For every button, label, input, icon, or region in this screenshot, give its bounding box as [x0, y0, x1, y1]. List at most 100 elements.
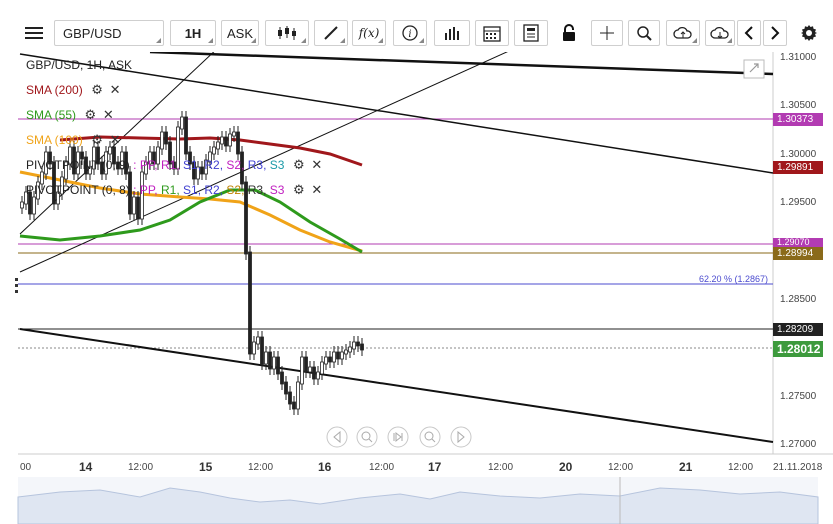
- timeframe-selector[interactable]: 1H: [170, 20, 216, 46]
- candlestick-series: [20, 111, 364, 415]
- candle-body: [64, 161, 68, 180]
- info-button[interactable]: i: [393, 20, 427, 46]
- indicators-button[interactable]: f(x): [352, 20, 386, 46]
- download-button[interactable]: [705, 20, 735, 46]
- candle-body: [284, 381, 288, 395]
- candle-body: [248, 251, 252, 355]
- pivot1-r1: R1,: [160, 158, 180, 172]
- volume-button[interactable]: [434, 20, 470, 46]
- nav-prev-button[interactable]: [326, 426, 348, 448]
- symbol-selector[interactable]: GBP/USD: [54, 20, 164, 46]
- arrow-right-icon: [771, 26, 780, 40]
- function-icon: f(x): [358, 26, 380, 40]
- menu-icon: [25, 27, 43, 39]
- time-tick: 12:00: [608, 462, 634, 473]
- sma200-label: SMA (200): [26, 83, 83, 97]
- candlestick-icon: [278, 26, 296, 40]
- time-tick-day: 20: [559, 460, 573, 474]
- sma55-line: [19, 188, 363, 254]
- candle-body: [240, 151, 244, 185]
- candle-body: [352, 341, 356, 350]
- chart-toolbar: GBP/USD 1H ASK f(x) i: [0, 14, 833, 52]
- close-icon[interactable]: ✕: [109, 132, 121, 147]
- upload-button[interactable]: [666, 20, 700, 46]
- pivot1-s3: S3: [269, 158, 285, 172]
- gear-icon[interactable]: ⚙: [293, 182, 305, 197]
- candle-body: [44, 151, 48, 175]
- gear-icon[interactable]: ⚙: [91, 132, 103, 147]
- time-tick: 12:00: [248, 462, 274, 473]
- candle-body: [216, 141, 220, 150]
- pivot2-s2: S2,: [226, 183, 245, 197]
- settings-button[interactable]: [795, 20, 823, 46]
- gear-icon[interactable]: ⚙: [84, 107, 97, 122]
- menu-button[interactable]: [19, 20, 49, 46]
- candle-body: [108, 146, 112, 155]
- chart-type-button[interactable]: [265, 20, 309, 46]
- candle-body: [48, 151, 52, 165]
- candle-body: [280, 371, 284, 385]
- draw-tool-button[interactable]: [314, 20, 348, 46]
- candle-body: [156, 146, 160, 165]
- pivot2-r2: R2,: [204, 183, 224, 197]
- candle-body: [60, 176, 64, 195]
- calendar-button[interactable]: [475, 20, 509, 46]
- candle-body: [324, 356, 328, 365]
- price-tick: 1.27000: [780, 439, 817, 450]
- crosshair-icon: [600, 26, 614, 40]
- pivot2-r3: R3,: [247, 183, 267, 197]
- close-icon[interactable]: ✕: [102, 107, 114, 122]
- price-tick: 1.30500: [780, 100, 817, 111]
- news-button[interactable]: [514, 20, 548, 46]
- candle-body: [152, 151, 156, 165]
- nav-zoom-in-button[interactable]: [419, 426, 441, 448]
- candle-body: [124, 151, 128, 175]
- left-drag-handle[interactable]: [15, 278, 18, 293]
- time-tick-day: 15: [199, 460, 213, 474]
- candle-body: [344, 349, 348, 355]
- scroll-right-button[interactable]: [763, 20, 787, 46]
- nav-reset-button[interactable]: [387, 426, 409, 448]
- candle-body: [276, 356, 280, 375]
- scroll-left-button[interactable]: [737, 20, 761, 46]
- sma100-legend: SMA (100) ⚙ ✕: [26, 132, 122, 148]
- pivot2-pp: PP,: [139, 183, 158, 197]
- cloud-download-icon: [710, 26, 729, 39]
- lock-button[interactable]: [553, 20, 585, 46]
- candle-body: [52, 161, 56, 205]
- close-icon[interactable]: ✕: [109, 82, 121, 97]
- candle-body: [92, 146, 96, 170]
- candle-body: [72, 146, 76, 175]
- candle-body: [252, 341, 256, 355]
- expand-icon[interactable]: [743, 59, 765, 79]
- sma55-legend: SMA (55) ⚙ ✕: [26, 107, 115, 123]
- gear-icon[interactable]: ⚙: [293, 157, 305, 172]
- candle-body: [244, 181, 248, 255]
- candle-body: [320, 361, 324, 375]
- close-icon[interactable]: ✕: [311, 157, 323, 172]
- price-type-selector[interactable]: ASK: [221, 20, 259, 46]
- candle-body: [84, 156, 88, 175]
- pivot1-r3: R3,: [247, 158, 267, 172]
- price-plot[interactable]: 62.20 % (1.2867): [0, 52, 833, 524]
- nav-zoom-out-button[interactable]: [356, 426, 378, 448]
- candle-body: [132, 196, 136, 215]
- candle-body: [264, 351, 268, 365]
- candle-body: [356, 341, 360, 347]
- info-icon: i: [402, 25, 418, 41]
- fibonacci-label: 62.20 % (1.2867): [699, 274, 768, 284]
- price-tag-last: 1.28012: [773, 341, 823, 357]
- chart-area[interactable]: 62.20 % (1.2867) GBP/USD, 1H, ASK SMA (2…: [0, 52, 833, 524]
- candle-body: [100, 161, 104, 175]
- candle-body: [260, 336, 264, 365]
- candle-body: [120, 151, 124, 170]
- nav-next-button[interactable]: [450, 426, 472, 448]
- lock-icon: [563, 24, 575, 41]
- zoom-button[interactable]: [628, 20, 660, 46]
- close-icon[interactable]: ✕: [311, 182, 323, 197]
- gear-icon[interactable]: ⚙: [91, 82, 103, 97]
- crosshair-button[interactable]: [591, 20, 623, 46]
- candle-body: [168, 141, 172, 165]
- price-tick: 1.30000: [780, 149, 817, 160]
- candle-body: [36, 181, 40, 200]
